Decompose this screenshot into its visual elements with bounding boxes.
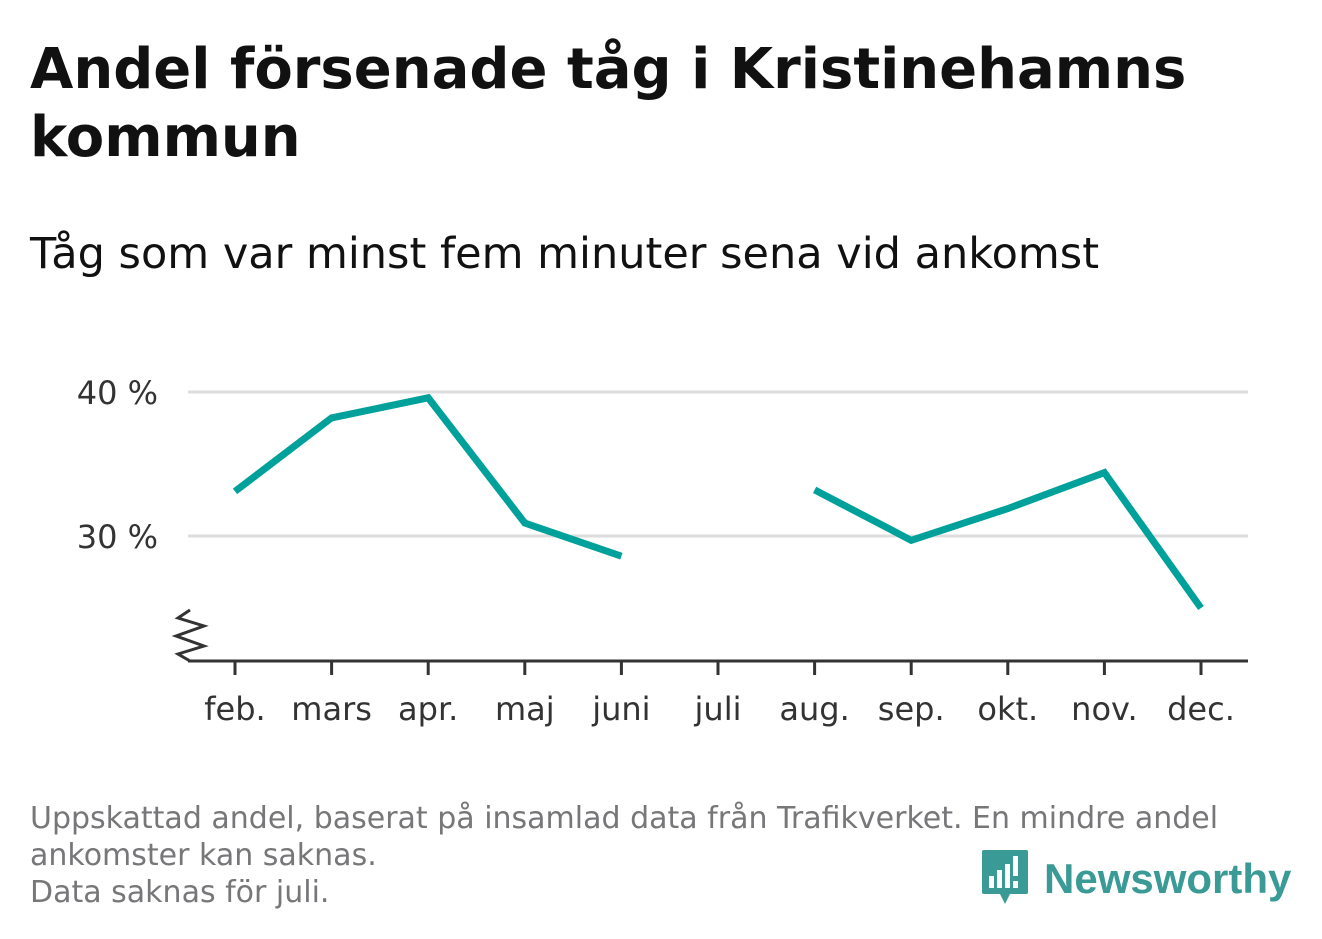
- x-tick-label-0: feb.: [204, 690, 265, 728]
- brand-name: Newsworthy: [1044, 855, 1292, 902]
- x-tick-label-4: juni: [591, 690, 650, 728]
- axis-break-icon: [171, 608, 209, 663]
- bar-chart-speech-bubble-icon: [982, 850, 1028, 904]
- x-tick-label-10: dec.: [1167, 690, 1235, 728]
- x-tick-label-5: juli: [694, 690, 742, 728]
- x-tick-label-1: mars: [291, 690, 372, 728]
- x-tick-label-2: apr.: [398, 690, 458, 728]
- series-line-0-segment-1: [812, 468, 1204, 611]
- footnote: Uppskattad andel, baserat på insamlad da…: [30, 800, 1290, 911]
- y-tick-label-40: 40 %: [77, 374, 158, 412]
- x-tick-label-3: maj: [495, 690, 555, 728]
- chart-title: Andel försenade tåg i Kristinehamns komm…: [30, 37, 1187, 170]
- footnote-line-2: ankomster kan saknas.: [30, 838, 377, 873]
- x-tick-label-9: nov.: [1071, 690, 1137, 728]
- footnote-line-1: Uppskattad andel, baserat på insamlad da…: [30, 801, 1219, 836]
- x-tick-label-7: sep.: [878, 690, 945, 728]
- brand-logo: Newsworthy: [980, 848, 1291, 910]
- series-line-0-segment-0: [232, 393, 623, 560]
- line-chart: 30 % 40 % feb. mars apr. maj juni juli aug. sep. o…: [77, 374, 1248, 728]
- x-tick-label-8: okt.: [977, 690, 1038, 728]
- footnote-line-3: Data saknas för juli.: [30, 875, 330, 910]
- y-tick-label-30: 30 %: [77, 518, 158, 556]
- chart-subtitle: Tåg som var minst fem minuter sena vid a…: [30, 229, 1100, 279]
- x-tick-label-6: aug.: [779, 690, 849, 728]
